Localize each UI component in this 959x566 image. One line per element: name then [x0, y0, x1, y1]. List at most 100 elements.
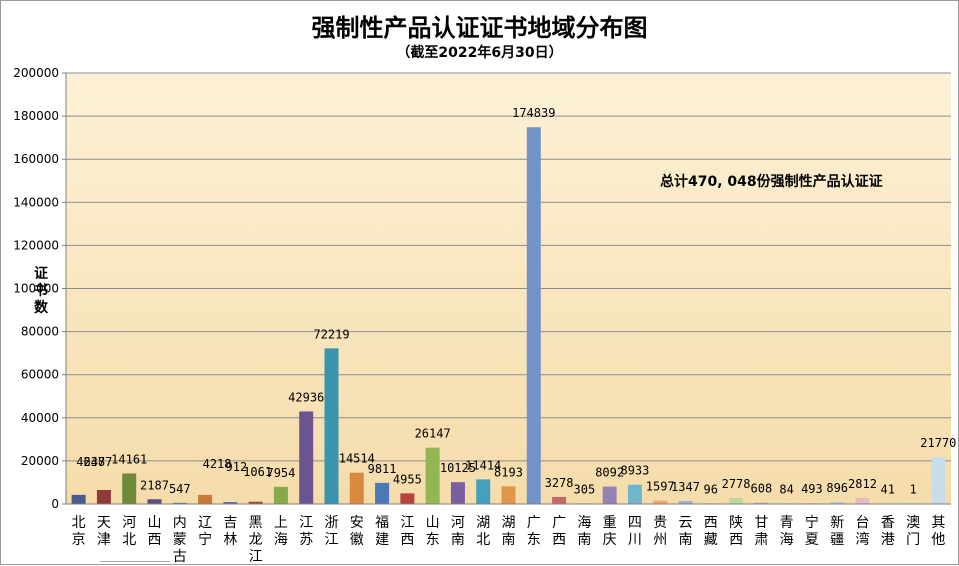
- x-tick-label: 湾: [856, 531, 870, 548]
- data-label: 8933: [620, 464, 649, 478]
- bar: [400, 493, 415, 504]
- x-tick-label: 江: [249, 549, 263, 565]
- y-tick-label: 100000: [13, 282, 59, 296]
- sheet-scrollbar[interactable]: [100, 561, 170, 566]
- data-label: 4955: [393, 472, 422, 486]
- y-tick-label: 180000: [13, 109, 59, 123]
- data-label: 1347: [671, 480, 700, 494]
- x-tick-label: 江: [299, 515, 313, 531]
- x-tick-label: 藏: [704, 532, 718, 548]
- x-tick-label: 重: [603, 515, 617, 531]
- x-tick-label: 庆: [603, 532, 617, 548]
- data-label: 174839: [512, 106, 555, 120]
- bar: [931, 457, 946, 504]
- x-tick-label: 青: [780, 515, 794, 531]
- data-label: 8193: [494, 465, 523, 479]
- x-tick-label: 江: [325, 532, 339, 548]
- data-label: 84: [779, 482, 793, 496]
- y-tick-label: 200000: [13, 66, 59, 80]
- x-tick-label: 贵: [653, 515, 667, 531]
- x-tick-label: 福: [375, 515, 389, 531]
- data-label: 6487: [83, 455, 112, 469]
- bar: [324, 348, 339, 504]
- x-tick-label: 林: [223, 532, 237, 548]
- x-tick-label: 黑: [249, 515, 263, 531]
- data-label: 4218: [203, 457, 232, 471]
- x-tick-label: 四: [628, 515, 642, 531]
- bar: [147, 499, 162, 504]
- data-label: 1597: [646, 480, 675, 494]
- data-label: 96: [704, 482, 718, 496]
- bar: [375, 482, 390, 504]
- x-tick-label: 建: [375, 532, 389, 548]
- x-tick-label: 河: [122, 515, 136, 531]
- data-label: 14161: [111, 452, 147, 466]
- y-axis-title: 证书数: [34, 266, 48, 316]
- chart-title: 强制性产品认证证书地域分布图: [311, 13, 648, 42]
- data-label: 1: [909, 482, 916, 496]
- x-tick-label: 古: [173, 549, 187, 565]
- bar: [602, 486, 617, 504]
- x-tick-label: 州: [653, 532, 667, 548]
- x-tick-label: 台: [856, 515, 870, 531]
- x-tick-label: 津: [97, 532, 111, 548]
- x-tick-label: 京: [72, 532, 86, 548]
- bar: [678, 501, 693, 504]
- x-tick-label: 苏: [299, 532, 313, 548]
- data-label: 4237: [76, 455, 105, 469]
- x-tick-label: 他: [931, 532, 945, 548]
- bar: [71, 494, 86, 504]
- x-tick-label: 西: [552, 532, 566, 548]
- bar: [248, 501, 263, 504]
- x-tick-label: 新: [830, 515, 844, 531]
- y-tick-label: 20000: [21, 454, 59, 468]
- gridlines: [66, 72, 951, 462]
- x-tick-label: 疆: [830, 532, 844, 548]
- y-tick-label: 40000: [21, 411, 59, 425]
- bar: [653, 500, 668, 504]
- y-tick-label: 120000: [13, 238, 59, 252]
- data-label: 8092: [595, 466, 624, 480]
- data-label: 2778: [722, 477, 751, 491]
- data-label: 11414: [465, 458, 501, 472]
- x-tick-label: 云: [679, 515, 693, 531]
- bar: [96, 490, 111, 504]
- chart-subtitle: （截至2022年6月30日）: [396, 45, 563, 61]
- bar: [855, 497, 870, 504]
- y-tick-label: 80000: [21, 325, 59, 339]
- data-label: 2812: [848, 477, 877, 491]
- x-tick-label: 龙: [249, 532, 263, 548]
- bar: [172, 502, 187, 504]
- x-tick-label: 南: [502, 532, 516, 548]
- x-tick-label: 广: [552, 515, 566, 531]
- data-label: 547: [169, 482, 191, 496]
- data-label: 42936: [288, 390, 324, 404]
- data-label: 493: [801, 482, 823, 496]
- bar: [425, 447, 440, 504]
- x-tick-label: 西: [729, 532, 743, 548]
- bar: [501, 486, 516, 504]
- x-tick-label: 上: [274, 515, 288, 531]
- bar: [198, 494, 213, 504]
- x-tick-label: 海: [780, 532, 794, 548]
- x-tick-label: 陕: [729, 515, 743, 531]
- data-label: 10125: [440, 461, 476, 475]
- data-label: 896: [826, 481, 848, 495]
- bar: [349, 472, 364, 504]
- x-tick-label: 徽: [350, 532, 364, 548]
- x-tick-label: 安: [350, 515, 364, 531]
- x-tick-label: 港: [881, 532, 895, 548]
- x-tick-label: 西: [148, 532, 162, 548]
- bar: [627, 484, 642, 504]
- data-label: 3278: [545, 476, 574, 490]
- bar: [552, 496, 567, 504]
- bar: [122, 473, 137, 504]
- x-tick-label: 蒙: [173, 532, 187, 548]
- x-tick-label: 西: [400, 532, 414, 548]
- data-label: 305: [574, 482, 596, 496]
- x-tick-label: 宁: [805, 514, 819, 531]
- data-label: 21770: [920, 436, 956, 450]
- x-tick-label: 东: [527, 532, 541, 548]
